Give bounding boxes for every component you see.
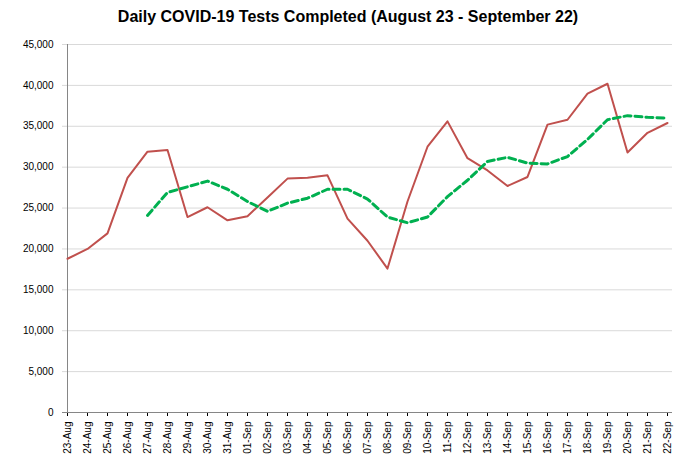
svg-text:15-Sep: 15-Sep	[522, 421, 533, 454]
svg-text:31-Aug: 31-Aug	[222, 422, 233, 454]
svg-text:24-Aug: 24-Aug	[82, 422, 93, 454]
svg-text:19-Sep: 19-Sep	[602, 421, 613, 454]
svg-text:17-Sep: 17-Sep	[562, 421, 573, 454]
svg-text:06-Sep: 06-Sep	[342, 421, 353, 454]
svg-text:15,000: 15,000	[23, 284, 54, 295]
svg-text:23-Aug: 23-Aug	[62, 422, 73, 454]
svg-text:09-Sep: 09-Sep	[402, 421, 413, 454]
html-text:Daily COVID-19 Tests Completed: Daily COVID-19 Tests Completed (August 2…	[117, 8, 579, 25]
svg-text:05-Sep: 05-Sep	[322, 421, 333, 454]
svg-text:10,000: 10,000	[23, 325, 54, 336]
svg-text:11-Sep: 11-Sep	[442, 421, 453, 453]
svg-text:16-Sep: 16-Sep	[542, 421, 553, 454]
svg-text:45,000: 45,000	[23, 39, 54, 50]
svg-text:0: 0	[48, 407, 54, 418]
svg-text:07-Sep: 07-Sep	[362, 421, 373, 454]
svg-text:27-Aug: 27-Aug	[142, 422, 153, 454]
svg-text:10-Sep: 10-Sep	[422, 421, 433, 454]
svg-text:13-Sep: 13-Sep	[482, 421, 493, 454]
svg-text:30-Aug: 30-Aug	[202, 422, 213, 454]
svg-text:22-Sep: 22-Sep	[662, 421, 673, 454]
svg-text:20-Sep: 20-Sep	[622, 421, 633, 454]
svg-text:26-Aug: 26-Aug	[122, 422, 133, 454]
svg-text:12-Sep: 12-Sep	[462, 421, 473, 454]
svg-text:5,000: 5,000	[28, 366, 53, 377]
svg-text:03-Sep: 03-Sep	[282, 421, 293, 454]
svg-text:29-Aug: 29-Aug	[182, 422, 193, 454]
svg-text:28-Aug: 28-Aug	[162, 422, 173, 454]
svg-text:30,000: 30,000	[23, 161, 54, 172]
svg-text:25-Aug: 25-Aug	[102, 422, 113, 454]
svg-text:25,000: 25,000	[23, 202, 54, 213]
svg-text:21-Sep: 21-Sep	[642, 421, 653, 454]
svg-text:18-Sep: 18-Sep	[582, 421, 593, 454]
svg-text:40,000: 40,000	[23, 80, 54, 91]
svg-text:02-Sep: 02-Sep	[262, 421, 273, 454]
svg-text:01-Sep: 01-Sep	[242, 421, 253, 454]
svg-text:08-Sep: 08-Sep	[382, 421, 393, 454]
svg-text:35,000: 35,000	[23, 120, 54, 131]
svg-text:04-Sep: 04-Sep	[302, 421, 313, 454]
svg-text:14-Sep: 14-Sep	[502, 421, 513, 454]
svg-text:20,000: 20,000	[23, 243, 54, 254]
